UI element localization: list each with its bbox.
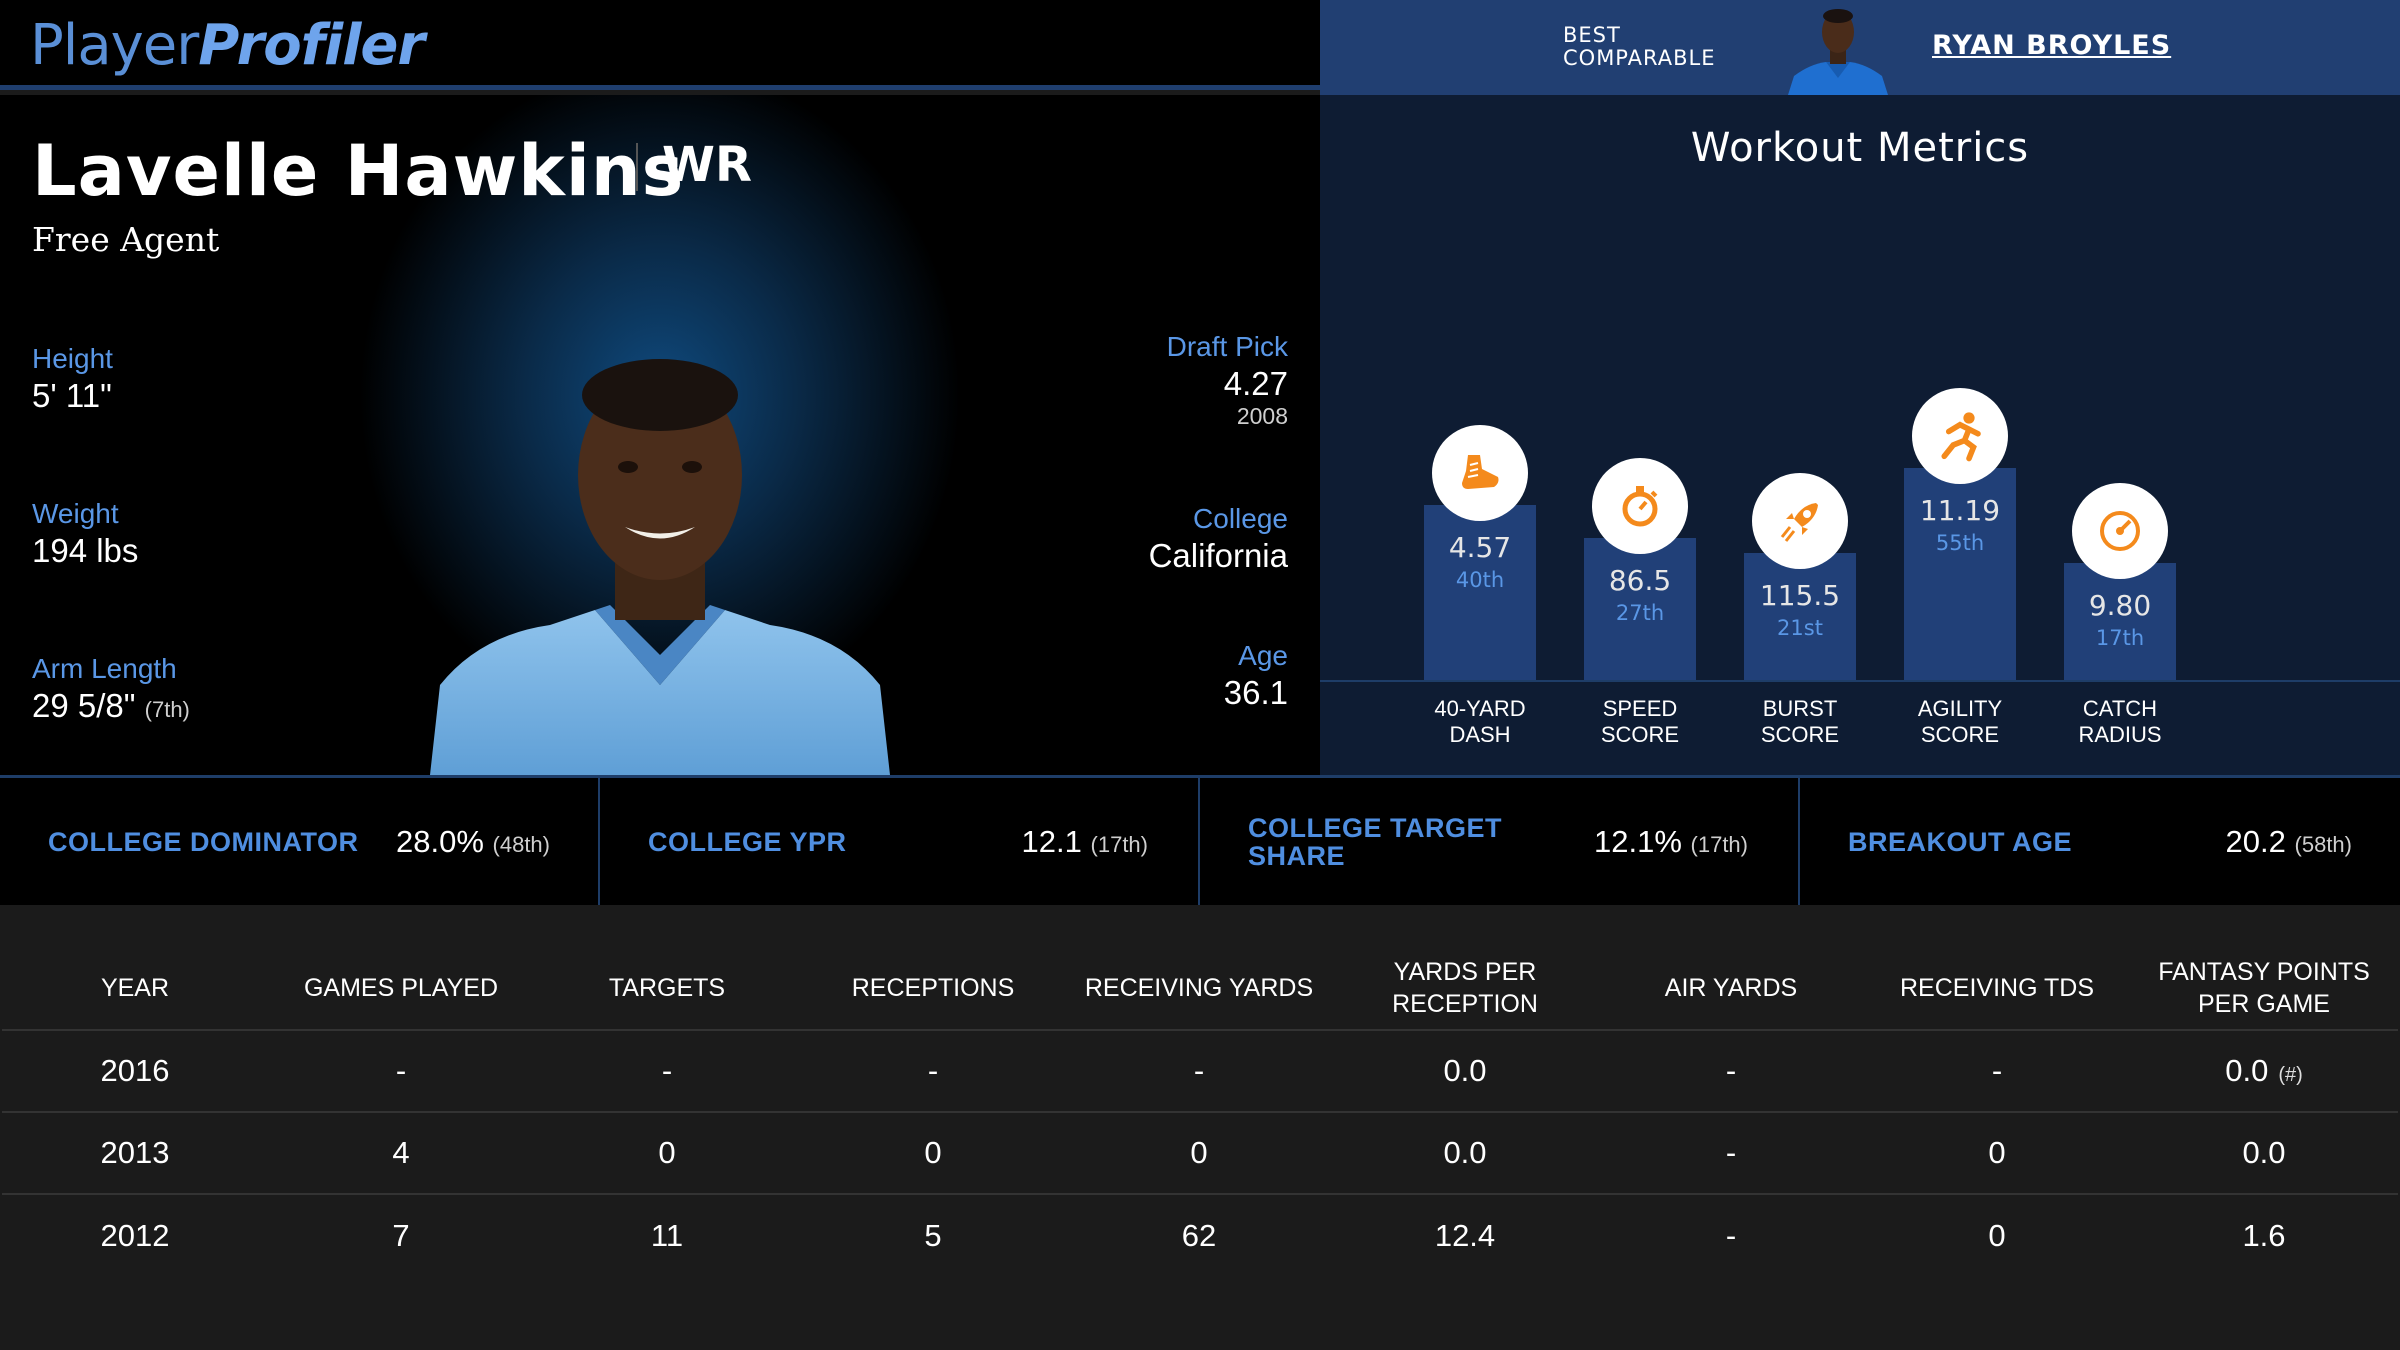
college-ypr-cell: COLLEGE YPR 12.1 (17th) [600, 778, 1200, 905]
col-receiving-tds[interactable]: RECEIVING TDS [1864, 947, 2130, 1031]
table-cell: 0 [1066, 1112, 1332, 1195]
col-yards-per-reception[interactable]: YARDS PER RECEPTION [1332, 947, 1598, 1031]
table-cell: - [800, 1030, 1066, 1113]
workout-metrics-panel: Workout Metrics 4.57 40th 40-YARD DASH 86.5 2… [1320, 95, 2400, 775]
workout-value: 115.5 [1759, 578, 1841, 612]
table-cell: 4 [268, 1112, 534, 1195]
table-cell: 0.0 (#) [2130, 1030, 2398, 1113]
name-divider [636, 143, 638, 191]
workout-label: CATCH RADIUS [2078, 696, 2162, 747]
workout-label: AGILITY SCORE [1917, 696, 2003, 747]
table-cell: 0 [800, 1112, 1066, 1195]
table-cell: 0 [534, 1112, 800, 1195]
season-stats-table: YEAR GAMES PLAYED TARGETS RECEPTIONS REC… [2, 947, 2398, 1276]
stopwatch-icon [1592, 457, 1688, 554]
table-cell: 11 [650, 1217, 684, 1253]
workout-value: 11.19 [1919, 493, 2001, 527]
table-cell: 2016 [2, 1030, 268, 1113]
table-cell: 2013 [2, 1112, 268, 1195]
age-stat: Age 36.1 [1223, 640, 1288, 711]
workout-value: 86.5 [1608, 563, 1672, 597]
workout-value: 4.57 [1448, 531, 1512, 564]
player-position: WR [662, 137, 752, 193]
col-receiving-yards[interactable]: RECEIVING YARDS [1066, 947, 1332, 1031]
workout-percentile: 40th [1455, 568, 1505, 592]
table-cell: 0.0 [1332, 1030, 1598, 1113]
draft-pick-stat: Draft Pick 4.27 2008 [1166, 331, 1288, 429]
table-row: 2016- - - -0.0- -0.0 (#) [2, 1030, 2398, 1113]
workout-percentile: 27th [1615, 600, 1665, 625]
table-cell: - [1598, 1030, 1864, 1113]
best-comparable-bar: BEST COMPARABLE RYAN BROYLES [1320, 0, 2400, 95]
target-icon [2072, 482, 2168, 579]
workout-value: 9.80 [2088, 588, 2152, 622]
workout-label: 40-YARD DASH [1434, 696, 1526, 747]
table-cell: - [1066, 1030, 1332, 1113]
workout-label: BURST SCORE [1760, 696, 1840, 747]
table-cell: 62 [1181, 1217, 1217, 1253]
college-dominator-cell: COLLEGE DOMINATOR 28.0% (48th) [0, 778, 600, 905]
player-photo [420, 355, 900, 775]
comparable-player-photo [1788, 6, 1888, 95]
table-cell: - [1864, 1030, 2130, 1113]
height-stat: Height 5' 11" [32, 343, 113, 414]
player-profile-panel: Lavelle Hawkins WR Free Agent Height 5' … [0, 95, 1320, 775]
player-team: Free Agent [32, 220, 220, 259]
table-cell: 2012 [100, 1217, 170, 1253]
college-target-share-cell: COLLEGE TARGET SHARE 12.1% (17th) [1200, 778, 1800, 905]
table-cell: 0.0 [1332, 1112, 1598, 1195]
table-row: 2013 4 0 0 0 0.0-0 0.0 [2, 1112, 2398, 1195]
table-row: 2012 7 11 5 62 12.4 - 0 1.6 [2, 1194, 2398, 1276]
workout-bar-2[interactable] [1584, 537, 1696, 680]
shoe-icon [1432, 425, 1528, 521]
college-metrics-strip: COLLEGE DOMINATOR 28.0% (48th) COLLEGE Y… [0, 775, 2400, 905]
best-comparable-label: BEST COMPARABLE [1563, 23, 1716, 70]
college-stat: College California [1148, 503, 1288, 574]
workout-bar-5[interactable] [2064, 562, 2176, 680]
col-fantasy-points[interactable]: FANTASY POINTS PER GAME [2130, 947, 2398, 1031]
workout-metrics-title: Workout Metrics [1690, 125, 2030, 171]
weight-stat: Weight 194 lbs [32, 498, 139, 569]
table-cell: 7 [392, 1217, 410, 1253]
table-cell: 5 [924, 1217, 942, 1253]
player-name: Lavelle Hawkins [32, 130, 685, 212]
workout-baseline [1320, 680, 2400, 682]
table-cell: 12.4 [1434, 1217, 1496, 1253]
workout-bar-3[interactable] [1744, 552, 1856, 680]
season-stats-section: YEAR GAMES PLAYED TARGETS RECEPTIONS REC… [0, 905, 2400, 1350]
col-games-played[interactable]: GAMES PLAYED [268, 947, 534, 1031]
table-header-row: YEAR GAMES PLAYED TARGETS RECEPTIONS REC… [2, 947, 2398, 1031]
workout-bar-4[interactable] [1904, 467, 2016, 680]
comparable-player-link[interactable]: RYAN BROYLES [1932, 30, 2172, 61]
workout-percentile: 17th [2095, 625, 2145, 650]
col-air-yards[interactable]: AIR YARDS [1598, 947, 1864, 1031]
workout-percentile: 21st [1777, 615, 1823, 640]
col-receptions[interactable]: RECEPTIONS [800, 947, 1066, 1031]
table-cell: - [1725, 1217, 1737, 1253]
site-logo[interactable]: PlayerProfiler [30, 13, 425, 78]
table-cell: 0 [1864, 1112, 2130, 1195]
table-cell: 1.6 [2242, 1217, 2286, 1253]
table-cell: 0 [1988, 1217, 2006, 1253]
breakout-age-cell: BREAKOUT AGE 20.2 (58th) [1848, 824, 2352, 859]
workout-percentile: 55th [1935, 530, 1985, 555]
table-cell: - [268, 1030, 534, 1113]
workout-label: SPEED SCORE [1600, 696, 1680, 747]
site-header: PlayerProfiler [0, 0, 1320, 90]
workout-bar-1[interactable] [1424, 505, 1536, 680]
table-cell: 0.0 [2130, 1112, 2398, 1195]
col-targets[interactable]: TARGETS [534, 947, 800, 1031]
table-cell: - [534, 1030, 800, 1113]
arm-length-stat: Arm Length 29 5/8" (7th) [32, 653, 190, 724]
runner-icon [1912, 387, 2008, 484]
rocket-icon [1752, 472, 1848, 569]
footnote-link[interactable]: (#) [2278, 1064, 2303, 1086]
col-year[interactable]: YEAR [2, 947, 268, 1031]
table-cell: - [1598, 1112, 1864, 1195]
